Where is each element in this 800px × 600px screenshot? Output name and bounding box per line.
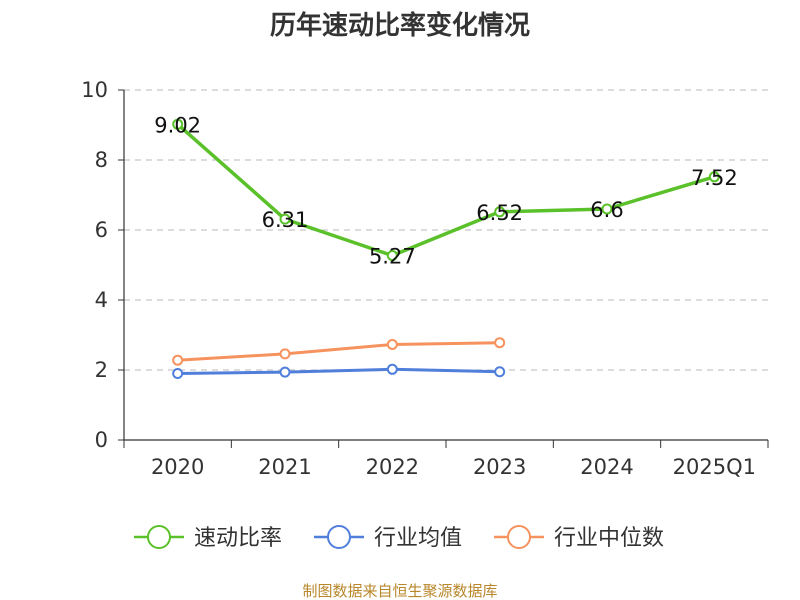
data-labels: 9.02 6.31 5.27 6.52 6.6 7.52 (154, 113, 737, 268)
x-tick-label: 2021 (258, 455, 311, 479)
chart-title: 历年速动比率变化情况 (270, 10, 530, 41)
data-point[interactable] (601, 203, 613, 215)
legend-label: 速动比率 (194, 526, 282, 551)
y-tick-label: 8 (95, 148, 108, 172)
legend-item-0[interactable]: 速动比率 (134, 525, 282, 551)
legend-circle-icon (147, 525, 171, 549)
data-point[interactable] (708, 171, 720, 183)
data-point[interactable] (172, 368, 184, 379)
legend-circle-icon (507, 525, 531, 549)
series-lines (172, 118, 720, 379)
x-tick-label: 2025Q1 (673, 455, 756, 479)
legend-label: 行业中位数 (554, 526, 664, 551)
data-label: 9.02 (154, 113, 201, 137)
data-point[interactable] (494, 206, 506, 218)
y-tick-label: 0 (95, 428, 108, 452)
data-point[interactable] (386, 363, 398, 375)
x-tick-label: 2024 (580, 455, 633, 479)
data-label: 6.52 (476, 201, 523, 225)
legend-item-1[interactable]: 行业均值 (314, 525, 462, 551)
data-point[interactable] (279, 213, 291, 225)
x-tick-label: 2022 (366, 455, 419, 479)
data-point[interactable] (172, 354, 184, 366)
data-point[interactable] (494, 366, 506, 378)
data-label: 6.31 (262, 208, 309, 232)
grid-lines (124, 89, 768, 371)
series-line-1 (176, 367, 502, 375)
data-point[interactable] (172, 118, 184, 130)
data-point[interactable] (386, 338, 398, 350)
y-tick-label: 10 (81, 78, 108, 102)
data-point[interactable] (279, 348, 291, 360)
x-tick-label: 2023 (473, 455, 526, 479)
data-label: 7.52 (691, 166, 738, 190)
series-line-2 (176, 341, 502, 362)
legend-circle-icon (327, 525, 351, 549)
axes: 0 2 4 6 8 10 2020 2021 2022 2023 2024 2025Q1 (81, 78, 769, 479)
series-line-0 (175, 122, 717, 258)
data-point[interactable] (494, 337, 506, 349)
data-label: 5.27 (369, 245, 416, 269)
legend: 速动比率 行业均值 行业中位数 (134, 525, 664, 551)
data-point[interactable] (386, 250, 398, 262)
legend-item-2[interactable]: 行业中位数 (494, 525, 664, 551)
data-label: 6.6 (590, 198, 623, 222)
legend-label: 行业均值 (374, 526, 462, 551)
y-tick-label: 6 (95, 218, 108, 242)
x-tick-label: 2020 (151, 455, 204, 479)
data-point[interactable] (279, 366, 291, 378)
source-note: 制图数据来自恒生聚源数据库 (302, 582, 497, 600)
y-tick-label: 4 (95, 288, 108, 312)
y-tick-label: 2 (95, 358, 108, 382)
